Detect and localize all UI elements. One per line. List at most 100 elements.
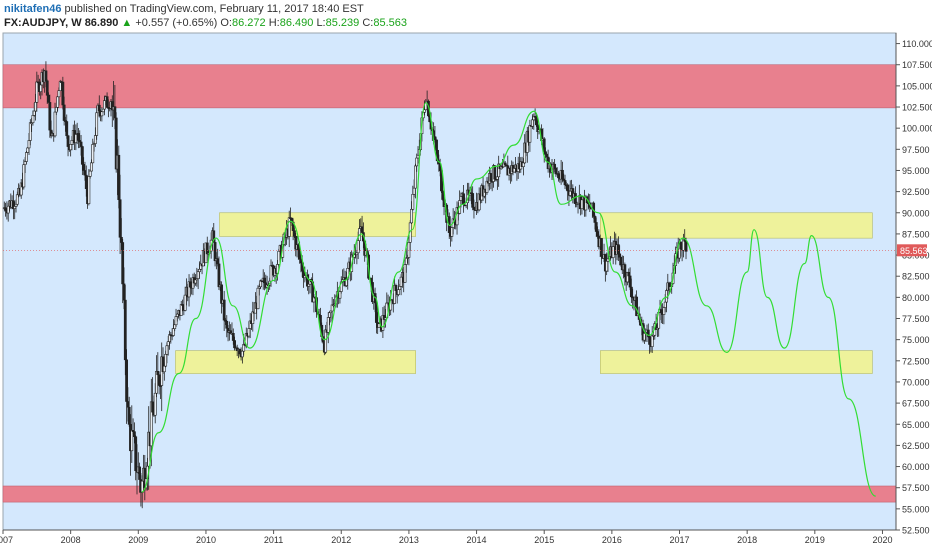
candle-body [407,242,411,258]
x-tick-label: 2018 [737,535,757,545]
support-zone-4[interactable] [600,212,873,239]
candle-body [198,268,201,273]
candle-body [628,275,632,288]
candle-body [611,246,615,258]
candle-body [404,257,408,265]
y-tick-label: 77.500 [902,314,930,324]
candle-body [105,96,109,108]
x-tick-label: 2017 [669,535,689,545]
support-zone-2[interactable] [219,212,416,237]
support-zone-5[interactable] [600,350,873,374]
y-tick-label: 110.000 [902,39,932,49]
candle-body [414,165,417,189]
projection-curve-2 [597,212,876,497]
candle-body [233,340,236,349]
candle-body [416,154,420,159]
candle-body [164,353,168,367]
candle-body [521,162,525,167]
candle-body [66,135,70,147]
candle-body [173,324,177,329]
candle-body [398,286,402,290]
candle-body [54,107,58,113]
x-tick-label: 2007 [0,535,13,545]
plot-area[interactable] [2,32,897,531]
y-tick-label: 90.000 [902,208,930,218]
candle-body [56,96,60,108]
candle-body [97,104,101,112]
x-tick-label: 2016 [602,535,622,545]
low-label: L: [316,17,326,29]
publish-line: nikitafen46 published on TradingView.com… [4,3,364,15]
candle-body [79,141,83,147]
candle-body [472,207,476,210]
candle-body [22,164,26,188]
candle-body [545,154,549,158]
candle-body [231,333,235,341]
candle-body [4,207,8,212]
candle-body [174,316,178,326]
candle-body [554,167,558,175]
y-tick-label: 62.500 [902,441,930,451]
y-tick-label: 70.000 [902,377,930,387]
x-tick-label: 2009 [128,535,148,545]
candle-body [563,180,567,186]
support-zone-3[interactable] [175,350,416,374]
x-tick-label: 2008 [61,535,81,545]
x-tick-label: 2015 [534,535,554,545]
y-tick-label: 87.500 [902,229,930,239]
candle-body [623,264,627,278]
candle-body [70,139,74,145]
symbol-label: FX:AUDJPY, W [4,17,82,29]
candle-body [48,102,52,131]
candle-body [557,173,560,179]
price-axis[interactable]: 52.500 55.000 57.500 60.000 62.500 65.000 67.5… [895,33,932,536]
candle-body [39,84,43,92]
y-tick-label: 100.000 [902,124,932,134]
candle-body [121,242,125,285]
candle-body [118,199,122,238]
candle-body [561,169,564,180]
candle-body [531,119,534,127]
candle-body [74,134,78,143]
up-triangle-icon: ▲ [121,17,133,29]
resistance-zone-0[interactable] [2,64,897,109]
candle-body [593,216,597,223]
candle-body [495,176,499,180]
x-tick-label: 2010 [196,535,216,545]
candle-body [91,144,95,164]
open-label: O: [220,17,232,29]
time-axis[interactable]: 2007 2008 2009 2010 2011 2012 2013 2014 2015 2016… [0,529,896,545]
candle-body [25,152,28,162]
candle-body [13,206,17,209]
author-link[interactable]: nikitafen46 [4,3,62,15]
x-tick-label: 2013 [399,535,419,545]
candle-body [394,285,398,291]
candle-body [130,430,134,452]
candle-body [82,164,86,171]
candle-body [151,401,155,413]
candle-body [360,226,364,233]
candle-body [471,193,475,208]
candle-body [659,309,663,314]
candle-body [213,242,217,262]
candle-body [62,104,66,121]
candle-body [356,240,360,254]
candle-body [217,263,221,288]
candle-body [410,208,413,224]
candle-body [196,271,200,279]
candle-body [34,101,37,112]
y-tick-label: 72.500 [902,356,930,366]
candle-body [277,250,281,265]
candle-body [324,329,328,353]
candle-body [14,203,18,207]
close-label: C: [362,17,374,29]
candle-body [90,162,93,172]
candle-body [101,108,105,113]
candle-body [103,100,106,110]
candle-body [117,154,121,200]
candle-body [53,111,57,137]
y-tick-label: 82.500 [902,272,930,282]
candle-body [619,256,623,266]
candle-body [162,365,166,373]
